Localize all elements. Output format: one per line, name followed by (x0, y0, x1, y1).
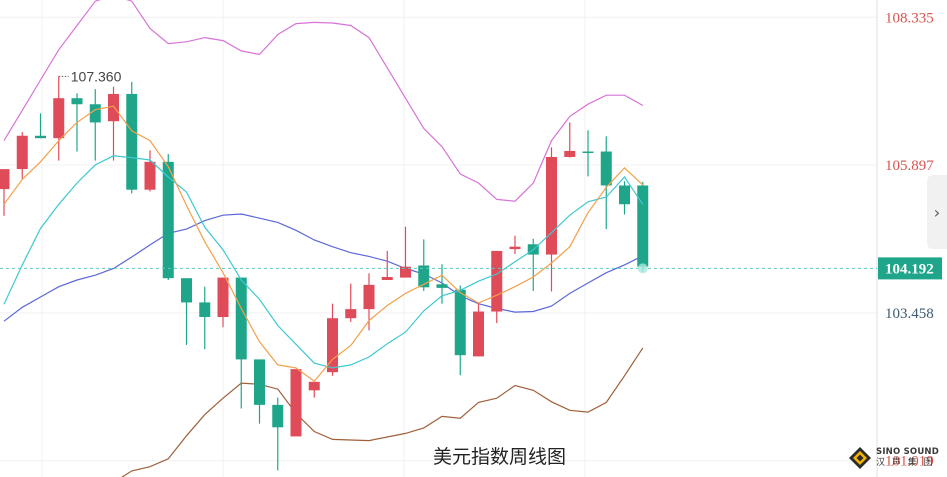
y-axis-tick-label: 105.897 (885, 158, 934, 174)
candle (0, 169, 10, 216)
candle-body (491, 250, 503, 312)
current-price-dot (637, 263, 648, 274)
candle-body (217, 277, 229, 317)
candle (327, 303, 338, 376)
candle (637, 181, 649, 272)
candle (89, 89, 101, 161)
candle (509, 235, 521, 254)
candle (290, 369, 302, 437)
candle-body (35, 135, 46, 139)
candle (473, 303, 484, 357)
current-price-tag (878, 257, 942, 280)
y-axis-tick-label: 101.019 (885, 454, 934, 470)
candle-body (637, 185, 649, 267)
y-axis-tick-label: 108.335 (885, 10, 934, 26)
candle (345, 283, 357, 322)
chart-title: 美元指数周线图 (433, 446, 567, 468)
candle-body (363, 284, 375, 310)
candle-body (308, 381, 320, 391)
bollinger-bands (3, 0, 644, 477)
candle-body (327, 318, 338, 373)
candle (454, 285, 466, 376)
candle (108, 86, 119, 161)
candle (619, 181, 630, 215)
candle (217, 277, 229, 328)
candle-body (199, 302, 211, 317)
candle (582, 130, 594, 177)
candle (199, 286, 211, 350)
y-axis: 108.335 105.897 103.458 101.019 104.192 (878, 10, 942, 470)
bollinger-upper-line (3, 0, 644, 202)
candle-body (181, 278, 192, 303)
candle (308, 381, 320, 398)
candle-body (272, 404, 284, 428)
logo-text-cn: 汉 声 集 团 (876, 457, 935, 468)
candle (35, 113, 46, 139)
candle-body (162, 161, 174, 279)
bollinger-middle-line (3, 213, 644, 322)
candle-body (0, 169, 10, 190)
candle-body (290, 369, 302, 437)
candle (381, 250, 393, 281)
candle-body (546, 156, 557, 255)
candle-body (454, 289, 466, 356)
candle (564, 122, 576, 158)
candle-body (16, 135, 28, 170)
candle-body (509, 246, 521, 250)
candles (0, 76, 649, 471)
candle (436, 264, 448, 304)
candle-body (564, 150, 576, 157)
chevron-right-icon: › (933, 202, 941, 222)
diamond-logo-icon (849, 447, 871, 469)
candle-body (108, 93, 119, 122)
moving-average-fast-line (3, 105, 644, 383)
candle-body (144, 161, 156, 190)
candle-body (418, 265, 430, 288)
moving-average-mid-line (3, 155, 644, 369)
candle (53, 76, 65, 161)
candle (181, 278, 192, 345)
candle-body (235, 277, 247, 360)
candle-body (473, 311, 484, 357)
candle (235, 277, 247, 409)
candle-body (53, 98, 65, 139)
grid-lines (0, 0, 878, 477)
candle-body (582, 151, 594, 154)
moving-averages (3, 105, 644, 383)
candle-body (619, 185, 630, 205)
candle (126, 81, 138, 194)
candle-body (126, 93, 138, 190)
high-marker-label: 107.360 (71, 68, 122, 84)
candle (272, 397, 284, 471)
sinosound-logo: SINO SOUND 汉 声 集 团 (848, 444, 944, 472)
candle (162, 153, 174, 281)
candle (16, 132, 28, 179)
candle-body (381, 276, 393, 281)
current-price-label: 104.192 (885, 261, 934, 277)
candle (400, 226, 411, 278)
candle (418, 239, 430, 291)
candle (491, 250, 503, 324)
candle-body (71, 98, 83, 105)
candle-body (89, 104, 101, 123)
y-axis-tick-label: 103.458 (885, 306, 934, 322)
candle (546, 147, 557, 292)
price-overlay: 107.360 (0, 68, 877, 274)
candle-body (436, 284, 448, 288)
candle (144, 150, 156, 192)
bollinger-lower-line (121, 347, 644, 477)
scroll-right-button[interactable]: › (927, 175, 947, 249)
candle (363, 273, 375, 331)
candle-body (400, 266, 411, 278)
candle (254, 359, 265, 424)
candle (600, 136, 612, 230)
candle-body (254, 359, 265, 405)
logo-text-en: SINO SOUND (876, 447, 940, 458)
candle-body (345, 309, 357, 319)
candle-body (600, 151, 612, 186)
